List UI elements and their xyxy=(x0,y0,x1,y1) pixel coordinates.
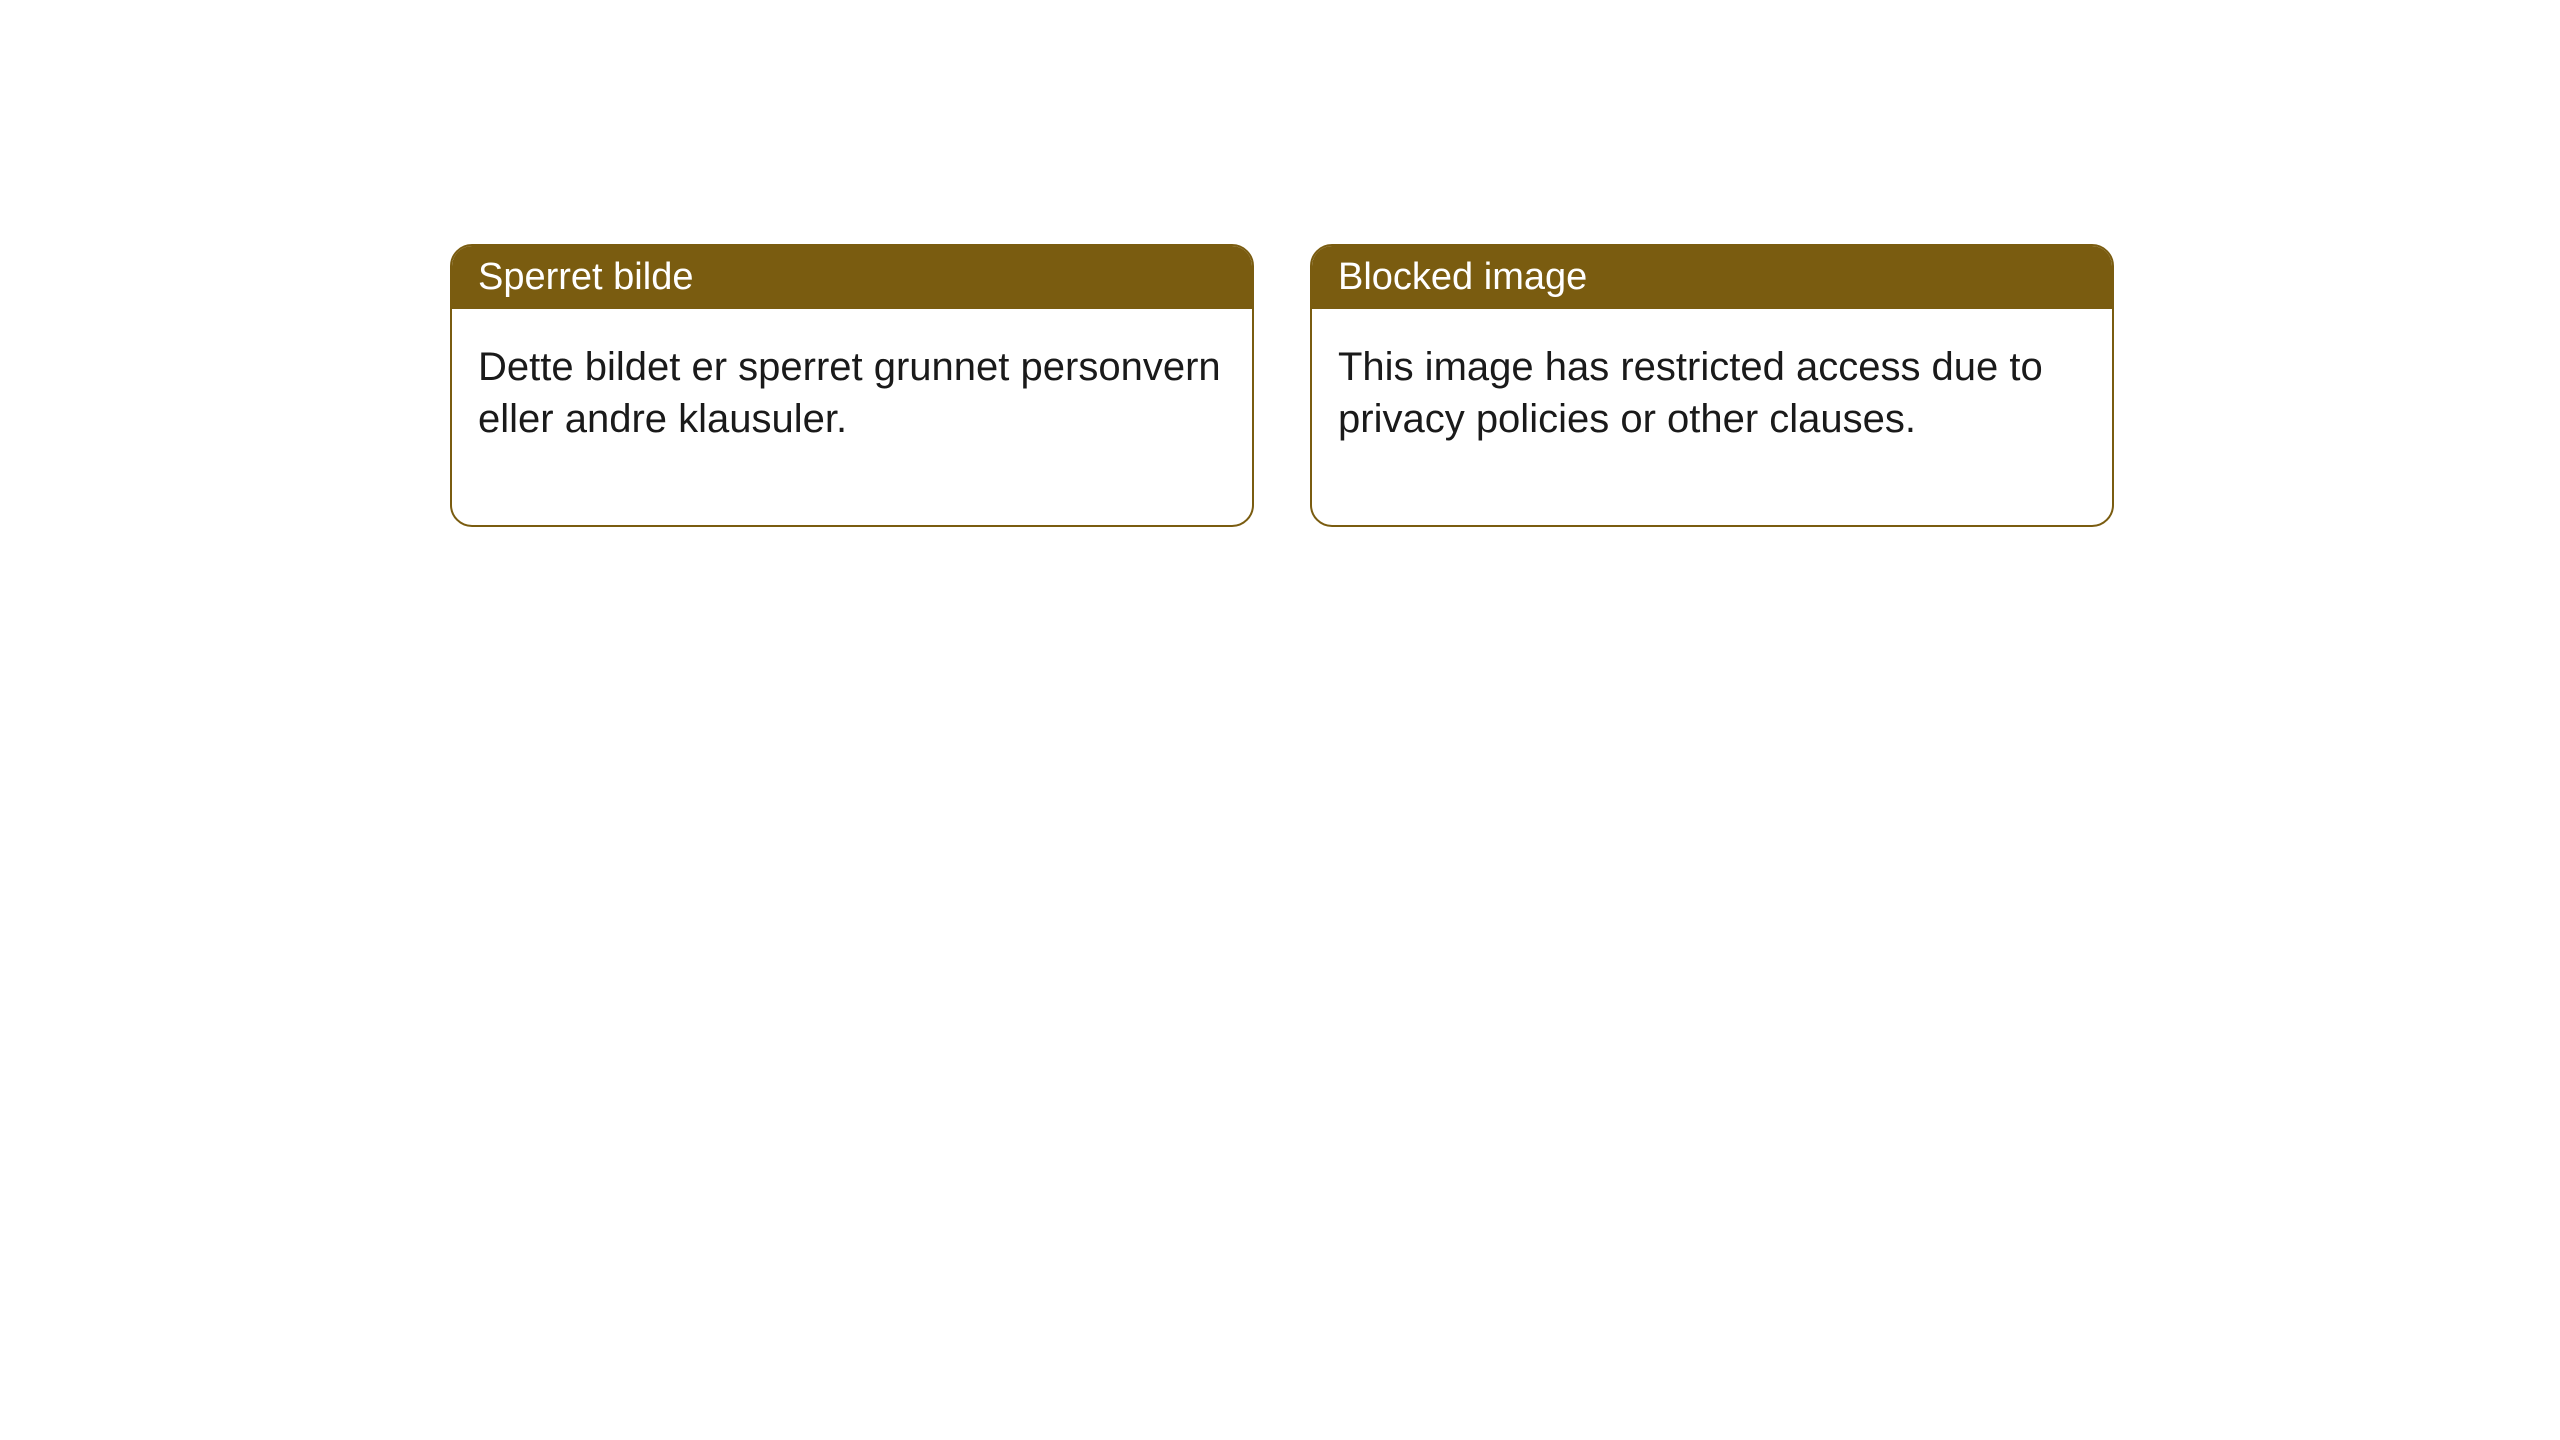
card-header-en: Blocked image xyxy=(1312,246,2112,309)
card-body-no: Dette bildet er sperret grunnet personve… xyxy=(452,309,1252,525)
blocked-image-card-no: Sperret bilde Dette bildet er sperret gr… xyxy=(450,244,1254,527)
blocked-image-card-en: Blocked image This image has restricted … xyxy=(1310,244,2114,527)
notice-container: Sperret bilde Dette bildet er sperret gr… xyxy=(450,244,2114,527)
card-header-no: Sperret bilde xyxy=(452,246,1252,309)
card-body-en: This image has restricted access due to … xyxy=(1312,309,2112,525)
